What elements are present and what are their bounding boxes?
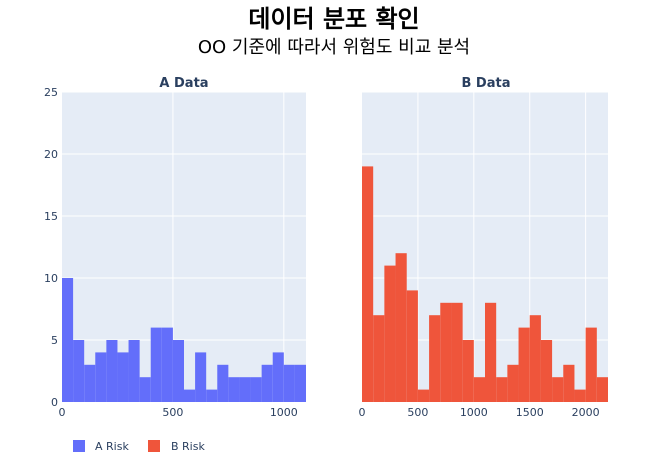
- histogram-bar[interactable]: [440, 302, 452, 402]
- y-tick-label: 0: [51, 396, 58, 409]
- histogram-bar[interactable]: [217, 364, 229, 402]
- legend-swatch-a[interactable]: [73, 440, 85, 452]
- histogram-bar[interactable]: [250, 377, 262, 402]
- histogram-bar[interactable]: [429, 315, 441, 402]
- histogram-bar[interactable]: [395, 253, 407, 402]
- histogram-bar[interactable]: [195, 352, 207, 402]
- histogram-bar[interactable]: [272, 352, 284, 402]
- histogram-bar[interactable]: [485, 302, 497, 402]
- histogram-bar[interactable]: [73, 340, 85, 402]
- legend-label-a[interactable]: A Risk: [95, 440, 129, 453]
- x-tick-label: 2000: [572, 406, 600, 419]
- histogram-bar[interactable]: [139, 377, 151, 402]
- x-tick-label: 500: [162, 406, 183, 419]
- chart-title: 데이터 분포 확인: [248, 5, 419, 33]
- histogram-bar[interactable]: [529, 315, 541, 402]
- histogram-bar[interactable]: [161, 327, 173, 402]
- histogram-bar[interactable]: [62, 278, 74, 402]
- histogram-bar[interactable]: [228, 377, 240, 402]
- panel-b: 0 500 1000 1500 2000: [359, 91, 608, 419]
- histogram-bar[interactable]: [362, 166, 374, 402]
- histogram-bar[interactable]: [518, 327, 530, 402]
- histogram-bar[interactable]: [294, 364, 306, 402]
- histogram-bar[interactable]: [95, 352, 107, 402]
- histogram-bar[interactable]: [283, 364, 295, 402]
- panel-a: 0 500 1000 0 5 10 15 20 25: [44, 86, 306, 419]
- y-tick-label: 5: [51, 334, 58, 347]
- panel-b-title: B Data: [462, 76, 511, 91]
- y-tick-label: 10: [44, 272, 58, 285]
- x-tick-label: 500: [407, 406, 428, 419]
- histogram-bar[interactable]: [563, 364, 575, 402]
- histogram-bar[interactable]: [462, 340, 474, 402]
- histogram-bar[interactable]: [552, 377, 564, 402]
- histogram-bar[interactable]: [540, 340, 553, 402]
- histogram-bar[interactable]: [261, 364, 273, 402]
- legend-label-b[interactable]: B Risk: [171, 440, 205, 453]
- histogram-bar[interactable]: [496, 377, 508, 402]
- y-tick-label: 20: [44, 148, 58, 161]
- histogram-bar[interactable]: [117, 352, 129, 402]
- chart-subtitle: OO 기준에 따라서 위험도 비교 분석: [198, 37, 470, 58]
- histogram-bar[interactable]: [239, 377, 251, 402]
- y-tick-label: 15: [44, 210, 58, 223]
- y-tick-label: 25: [44, 86, 58, 99]
- histogram-bar[interactable]: [507, 364, 519, 402]
- x-tick-label: 0: [59, 406, 66, 419]
- histogram-bar[interactable]: [184, 389, 196, 402]
- x-tick-label: 1000: [270, 406, 298, 419]
- histogram-bar[interactable]: [106, 340, 118, 402]
- histogram-bar[interactable]: [206, 389, 218, 402]
- histogram-bar[interactable]: [84, 364, 96, 402]
- histogram-bar[interactable]: [128, 340, 140, 402]
- histogram-bar[interactable]: [150, 327, 162, 402]
- histogram-bar[interactable]: [417, 389, 430, 402]
- legend: A Risk B Risk: [73, 440, 205, 453]
- x-tick-label: 0: [359, 406, 366, 419]
- histogram-bar[interactable]: [451, 302, 463, 402]
- histogram-bar[interactable]: [384, 265, 396, 402]
- panel-a-title: A Data: [159, 76, 208, 91]
- histogram-bar[interactable]: [172, 340, 184, 402]
- histogram-bar[interactable]: [373, 315, 385, 402]
- histogram-bar[interactable]: [574, 389, 586, 402]
- histogram-bar[interactable]: [406, 290, 418, 402]
- legend-swatch-b[interactable]: [148, 440, 160, 452]
- histogram-bar[interactable]: [585, 327, 597, 402]
- x-tick-label: 1500: [516, 406, 544, 419]
- histogram-bar[interactable]: [473, 377, 485, 402]
- histogram-bar[interactable]: [596, 377, 608, 402]
- x-tick-label: 1000: [460, 406, 488, 419]
